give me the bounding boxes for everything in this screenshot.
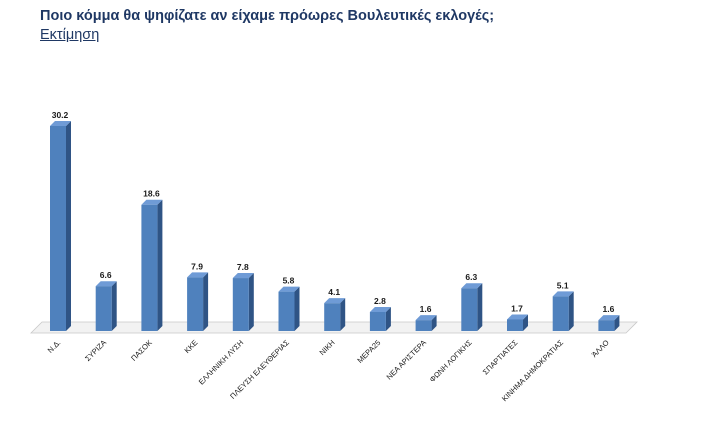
bar: [598, 315, 620, 331]
data-label: 5.1: [557, 280, 569, 290]
chart-subtitle: Εκτίμηση: [40, 27, 100, 43]
data-label: 1.7: [511, 303, 523, 313]
category-label: ΚΚΕ: [183, 338, 200, 355]
bar: [507, 314, 528, 331]
category-label: ΆΛΛΟ: [590, 338, 611, 359]
bar: [278, 286, 300, 331]
data-label: 7.9: [191, 261, 203, 271]
category-label: ΣΠΑΡΤΙΑΤΕΣ: [481, 338, 520, 377]
bar-side: [294, 286, 300, 331]
bar-top: [141, 199, 163, 205]
chart-title: Ποιο κόμμα θα ψηφίζατε αν είχαμε πρόωρες…: [40, 8, 495, 24]
bar-side: [431, 315, 437, 331]
data-label: 2.8: [374, 296, 386, 306]
bar: [141, 199, 163, 331]
bar-side: [157, 199, 163, 331]
bar-side: [614, 315, 620, 331]
bar-side: [477, 283, 483, 331]
category-label: ΕΛΛΗΝΙΚΗ ΛΥΣΗ: [197, 338, 245, 386]
data-label: 6.3: [465, 272, 477, 282]
bar: [232, 273, 254, 331]
bar-front: [461, 288, 478, 331]
labels-group: 30.2 Ν.Δ. 6.6 ΣΥΡΙΖΑ 18.6 ΠΑΣΟΚ 7.9 ΚΚΕ 7.8 ΕΛΛΗΝ…: [46, 110, 615, 403]
data-label: 5.8: [283, 276, 295, 286]
data-label: 1.6: [420, 304, 432, 314]
data-label: 6.6: [100, 270, 112, 280]
bar-top: [461, 283, 483, 289]
category-label: ΜΕΡΑ25: [355, 338, 382, 365]
bar-top: [324, 298, 346, 304]
bar-top: [507, 314, 528, 320]
bars-group: [50, 121, 620, 331]
bar-side: [523, 314, 528, 331]
data-label: 18.6: [143, 189, 160, 199]
bar-front: [507, 319, 523, 331]
bar-front: [324, 303, 341, 331]
bar-front: [141, 204, 158, 331]
category-label: ΠΑΣΟΚ: [129, 338, 154, 363]
bar: [461, 283, 483, 331]
bar-side: [340, 298, 346, 331]
bar-top: [50, 121, 71, 126]
bar-side: [66, 121, 71, 331]
bar-top: [415, 315, 437, 321]
bar: [415, 315, 437, 331]
bar-side: [385, 306, 391, 331]
bar-front: [598, 320, 615, 331]
bar-front: [50, 126, 66, 331]
category-label: ΝΕΑ ΑΡΙΣΤΕΡΑ: [385, 338, 428, 381]
bar-front: [369, 311, 386, 331]
data-label: 4.1: [328, 287, 340, 297]
category-label: ΣΥΡΙΖΑ: [83, 338, 108, 363]
bar: [552, 291, 574, 331]
bar-side: [203, 272, 209, 331]
bar-front: [278, 291, 295, 331]
category-label: ΦΩΝΗ ΛΟΓΙΚΗΣ: [428, 338, 474, 384]
bar-side: [568, 291, 574, 331]
bar: [95, 281, 117, 331]
bar: [187, 272, 209, 331]
category-label: Ν.Δ.: [46, 338, 63, 355]
bar-front: [95, 286, 112, 331]
category-label: ΝΙΚΗ: [318, 338, 337, 357]
data-label: 7.8: [237, 262, 249, 272]
bar-top: [232, 273, 254, 279]
bar-top: [187, 272, 209, 278]
bar: [369, 306, 391, 331]
bar: [324, 298, 346, 331]
bar-top: [598, 315, 620, 321]
bar-top: [278, 286, 300, 292]
bar-side: [111, 281, 117, 331]
bar: [50, 121, 71, 331]
bar-front: [232, 278, 249, 331]
bar-top: [552, 291, 574, 297]
bar-top: [369, 306, 391, 312]
data-label: 1.6: [602, 304, 614, 314]
bar-front: [187, 277, 204, 331]
bar-top: [95, 281, 117, 287]
bar-front: [552, 296, 569, 331]
bar-front: [415, 320, 432, 331]
bar-side: [248, 273, 254, 331]
data-label: 30.2: [52, 110, 69, 120]
